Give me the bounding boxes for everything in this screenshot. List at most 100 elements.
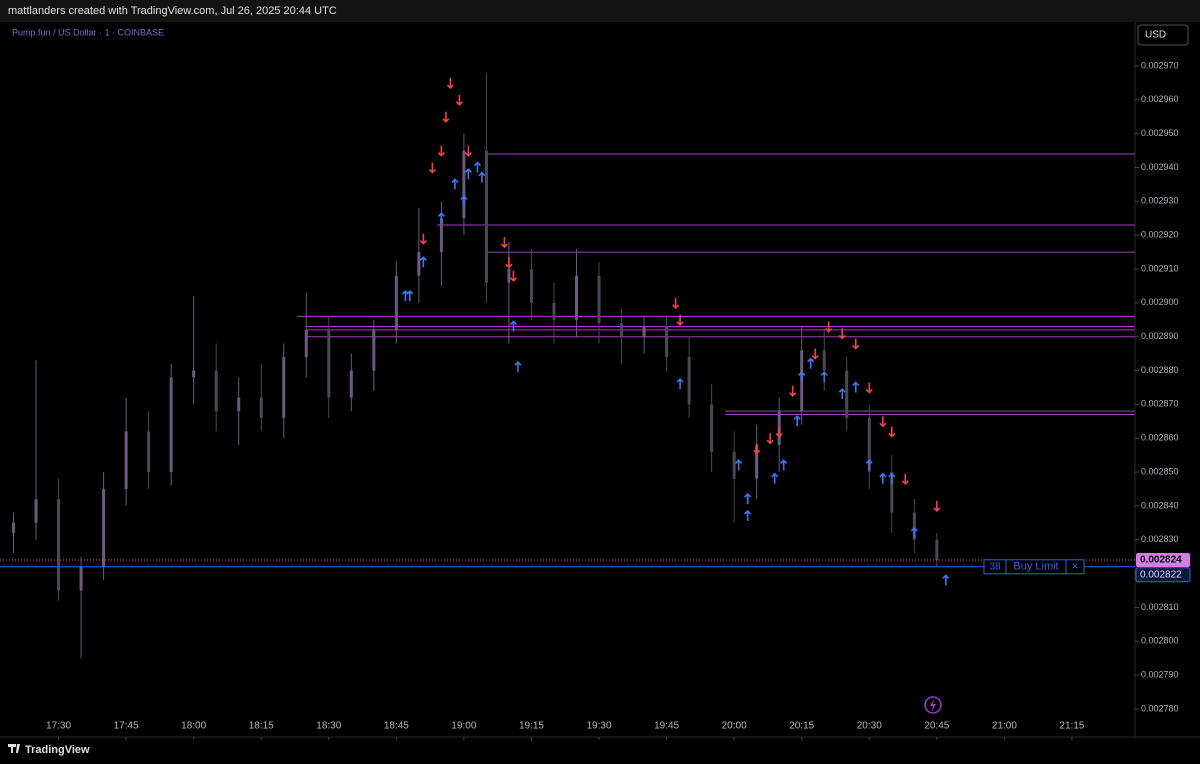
candle-body bbox=[12, 522, 16, 533]
buy-arrow bbox=[780, 459, 788, 471]
brand-logo bbox=[8, 744, 20, 753]
buy-arrow bbox=[735, 459, 743, 471]
y-tick-label: 0.002900 bbox=[1141, 297, 1179, 307]
candle-body bbox=[732, 451, 736, 479]
candle-body bbox=[529, 269, 533, 303]
candle-body bbox=[687, 356, 691, 405]
buy-arrow bbox=[838, 388, 846, 400]
currency-button[interactable] bbox=[1137, 24, 1189, 46]
x-tick-label: 17:45 bbox=[114, 721, 139, 732]
sell-arrow bbox=[766, 433, 774, 445]
sell-arrow bbox=[775, 426, 783, 438]
buy-arrow bbox=[509, 320, 518, 332]
sell-arrow bbox=[838, 328, 846, 340]
x-tick-label: 18:30 bbox=[316, 721, 341, 732]
x-tick-label: 19:30 bbox=[587, 721, 612, 732]
y-tick-label: 0.002780 bbox=[1141, 703, 1179, 713]
candle-body bbox=[575, 275, 579, 320]
x-tick-label: 21:15 bbox=[1059, 721, 1084, 732]
candle-body bbox=[552, 302, 556, 320]
lightning-icon[interactable] bbox=[924, 696, 942, 714]
brand: TradingView bbox=[25, 744, 90, 756]
x-tick-label: 18:00 bbox=[181, 721, 206, 732]
candle-body bbox=[147, 431, 151, 473]
y-tick-label: 0.002880 bbox=[1141, 365, 1179, 375]
candle-body bbox=[597, 275, 601, 324]
sell-arrow bbox=[789, 385, 797, 397]
sell-arrow bbox=[852, 338, 860, 350]
last-price-box bbox=[1136, 553, 1190, 568]
y-tick-label: 0.002800 bbox=[1141, 636, 1179, 646]
currency: USD bbox=[1145, 30, 1166, 41]
candle-body bbox=[102, 488, 106, 567]
order-label: Buy Limit bbox=[1013, 561, 1058, 573]
buy-arrow bbox=[514, 361, 522, 373]
buy-arrow bbox=[451, 178, 459, 190]
x-tick-label: 20:15 bbox=[789, 721, 814, 732]
candle-body bbox=[642, 326, 646, 337]
buy-arrow bbox=[676, 377, 684, 390]
candle-body bbox=[34, 499, 38, 523]
candle-body bbox=[867, 417, 871, 473]
x-tick-label: 19:00 bbox=[451, 721, 476, 732]
candle-body bbox=[79, 566, 83, 591]
x-tick-label: 21:00 bbox=[992, 721, 1017, 732]
sell-arrow bbox=[437, 145, 445, 157]
bottom-bar bbox=[0, 738, 1200, 764]
buy-arrow bbox=[888, 472, 896, 484]
x-tick-label: 19:15 bbox=[519, 721, 544, 732]
sell-arrow bbox=[676, 314, 684, 326]
candle-body bbox=[394, 275, 398, 330]
sell-arrow bbox=[509, 270, 518, 282]
buy-arrow bbox=[820, 371, 828, 383]
buy-arrow bbox=[419, 256, 427, 268]
buy-arrow bbox=[865, 459, 873, 471]
buy-arrow bbox=[460, 195, 468, 207]
candle-body bbox=[890, 472, 894, 513]
sell-arrow bbox=[865, 382, 873, 394]
candle-body bbox=[484, 150, 488, 283]
candle-body bbox=[304, 329, 308, 357]
lightning-glyph bbox=[930, 699, 936, 711]
y-tick-label: 0.002860 bbox=[1141, 433, 1179, 443]
buy-arrow bbox=[910, 526, 918, 538]
sell-arrow bbox=[455, 94, 463, 106]
sell-arrow bbox=[464, 145, 472, 157]
x-tick-label: 20:30 bbox=[857, 721, 882, 732]
y-tick-label: 0.002920 bbox=[1141, 230, 1179, 240]
buy-arrow bbox=[464, 168, 472, 180]
y-tick-label: 0.002910 bbox=[1141, 263, 1179, 273]
buy-arrow bbox=[473, 161, 481, 173]
sell-arrow bbox=[446, 77, 454, 90]
sell-arrow bbox=[901, 473, 909, 485]
sell-arrow bbox=[825, 321, 833, 333]
candle-body bbox=[192, 370, 196, 378]
candle-body bbox=[822, 350, 826, 371]
y-tick-label: 0.002940 bbox=[1141, 162, 1179, 172]
candle-body bbox=[845, 370, 849, 418]
candle-body bbox=[349, 370, 353, 398]
candle-body bbox=[237, 397, 241, 412]
sell-arrow bbox=[811, 348, 819, 360]
y-tick-label: 0.002930 bbox=[1141, 196, 1179, 206]
candle-body bbox=[417, 252, 421, 276]
order-price-box bbox=[1135, 567, 1191, 583]
y-tick-label: 0.002890 bbox=[1141, 331, 1179, 341]
x-tick-label: 17:30 bbox=[46, 721, 71, 732]
y-tick-label: 0.002790 bbox=[1141, 669, 1179, 679]
buy-arrow bbox=[771, 472, 779, 484]
order-box[interactable] bbox=[983, 559, 1085, 575]
x-tick-label: 18:15 bbox=[249, 721, 274, 732]
buy-arrow bbox=[744, 509, 752, 522]
candle-body bbox=[912, 512, 916, 540]
y-tick-label: 0.002830 bbox=[1141, 534, 1179, 544]
sell-arrow bbox=[428, 162, 436, 174]
candle-body bbox=[620, 323, 624, 337]
x-tick-label: 19:45 bbox=[654, 721, 679, 732]
candle-body bbox=[665, 326, 669, 357]
order-cancel[interactable]: × bbox=[1071, 559, 1078, 573]
candle-body bbox=[259, 397, 263, 418]
buy-arrow bbox=[437, 212, 445, 224]
sell-arrow bbox=[672, 297, 680, 309]
